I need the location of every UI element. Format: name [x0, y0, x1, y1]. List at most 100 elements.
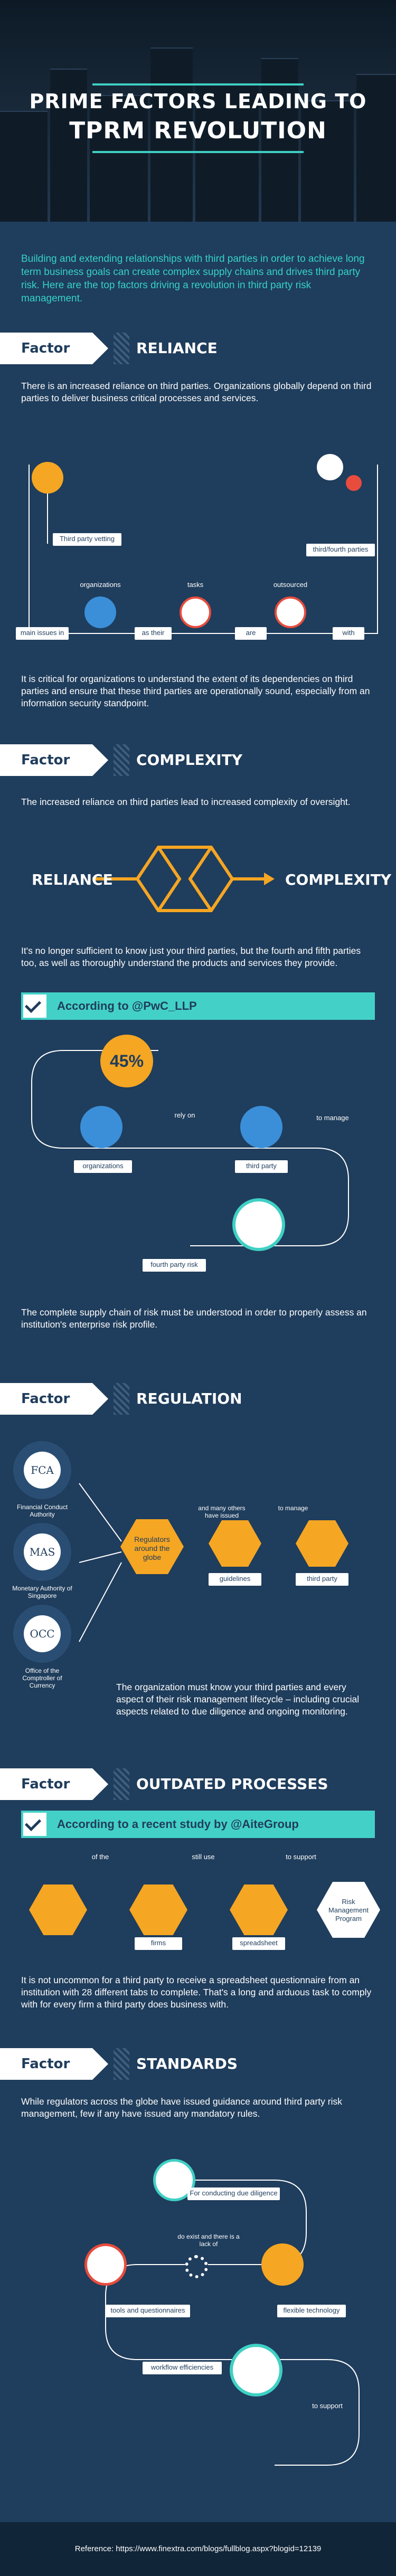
network-icon [296, 1520, 348, 1567]
fourth-party-risk-label: fourth party risk [143, 1259, 206, 1272]
factor3-tag: Factor #3 [0, 1383, 108, 1438]
flexible-label: flexible technology [277, 2305, 346, 2317]
clipboard-icon [180, 596, 211, 628]
skyline-building [0, 111, 48, 222]
tools-label: tools and questionnaires [106, 2305, 190, 2317]
factor5-tag: Factor #5 [0, 2048, 108, 2104]
organizations-label: organizations [74, 1160, 132, 1173]
factor-stripes [114, 744, 129, 776]
workflow-monitor-icon [230, 2344, 282, 2397]
organizations-label: organizations [80, 581, 121, 589]
hub-label: Regulators around the globe [134, 1535, 170, 1561]
firms-label: firms [135, 1937, 182, 1950]
as-their-label: as their [135, 627, 172, 640]
skyline-building [301, 100, 354, 222]
intro-text: Building and extending relationships wit… [21, 253, 365, 304]
factor1-para2: It is critical for organizations to unde… [21, 674, 370, 708]
of-the-label: of the [91, 1853, 109, 1861]
security-monitor-icon [232, 1198, 285, 1251]
occ-badge: OCC [13, 1605, 71, 1663]
fca-name: Financial Conduct Authority [16, 1503, 68, 1518]
hero-title-line2: TPRM REVOLUTION [69, 117, 327, 144]
workflow-label: workflow efficiencies [143, 2362, 222, 2374]
standards-diagram: For conducting due diligence tools and q… [0, 2138, 396, 2507]
pwc-percent: 45% [100, 1035, 153, 1087]
pwc-diagram: 45% rely on to manage organizations thir… [0, 1035, 396, 1336]
factor2-tag: Factor #2 [0, 744, 108, 800]
fca-logo: FCA [24, 1452, 61, 1489]
factor-stripes [114, 333, 129, 364]
skyline-building [90, 95, 148, 222]
factor1-title: RELIANCE [136, 339, 218, 357]
skyline-building [356, 74, 396, 222]
to-manage-label: to manage [278, 1504, 308, 1512]
hero-title-line1: PRIME FACTORS LEADING TO [29, 90, 367, 113]
warning-icon [346, 475, 362, 491]
checkbox-icon [23, 1813, 46, 1836]
aite-quote-text: According to a recent study by @AiteGrou… [57, 1817, 299, 1831]
third-party-icon [240, 1106, 282, 1148]
with-label: with [333, 627, 364, 640]
complexity-word: COMPLEXITY [285, 871, 392, 888]
skyline-building [50, 69, 87, 222]
reliance-word: RELIANCE [32, 871, 113, 888]
to-support-label: to support [286, 1853, 316, 1861]
still-use-label: still use [192, 1853, 215, 1861]
skyline-building [195, 84, 259, 222]
factor4-header: Factor #4 OUTDATED PROCESSES [0, 1768, 396, 1824]
guidelines-label: guidelines [209, 1573, 261, 1586]
factor-stripes [114, 1768, 129, 1800]
pie-icon [29, 1884, 87, 1935]
regulation-lines [79, 1483, 122, 1642]
lightbulb-icon [261, 2243, 304, 2286]
factor4-para: It is not uncommon for a third party to … [21, 1975, 372, 2010]
tasks-label: tasks [187, 581, 204, 589]
reliance-diagram: Third party vetting third/fourth parties… [0, 443, 396, 655]
mas-name: Monetary Authority of Singapore [12, 1585, 72, 1599]
title-rule-top [92, 83, 304, 86]
title-rule-bottom [92, 151, 304, 153]
mas-badge: MAS [13, 1523, 71, 1581]
factor1-para1: There is an increased reliance on third … [21, 381, 372, 403]
third-party-label: third party [296, 1573, 348, 1586]
factor3-para: The organization must know your third pa… [116, 1682, 360, 1717]
rmp-badge: Risk Management Program [317, 1882, 380, 1938]
main-issues-label: main issues in [16, 627, 69, 640]
to-support-label: to support [312, 2402, 343, 2410]
people-icon [317, 454, 343, 480]
and-many-label: and many others have issued [198, 1504, 246, 1519]
factor2-title: COMPLEXITY [136, 751, 243, 769]
pwc-quote-bar: According to @PwC_LLP [21, 992, 375, 1020]
fca-badge: FCA [13, 1441, 71, 1499]
rocket-icon [275, 596, 306, 628]
occ-logo: OCC [24, 1615, 61, 1652]
skyline-building [150, 48, 193, 222]
gear-icon [185, 2255, 208, 2278]
rmp-label: Risk Management Program [328, 1898, 369, 1922]
mas-logo: MAS [24, 1533, 61, 1570]
factor-stripes [114, 2048, 129, 2080]
third-fourth-label: third/fourth parties [306, 544, 375, 556]
factor5-title: STANDARDS [136, 2055, 238, 2072]
reference-footer: Reference: https://www.finextra.com/blog… [0, 2522, 396, 2576]
factor4-tag: Factor #4 [0, 1768, 108, 1824]
organizations-icon [80, 1106, 122, 1148]
factor1-header: Factor #1 RELIANCE [0, 333, 396, 388]
spreadsheet-icon [230, 1884, 288, 1935]
to-manage-label: to manage [316, 1114, 349, 1122]
factor1-tag: Factor #1 [0, 333, 108, 388]
complexity-arrows [92, 846, 275, 912]
hero-banner: PRIME FACTORS LEADING TO TPRM REVOLUTION [0, 0, 396, 222]
vetting-icon [32, 462, 63, 494]
outsourced-label: outsourced [273, 581, 308, 589]
pwc-path-lines [31, 1050, 349, 1246]
factor2-para1: The increased reliance on third parties … [21, 797, 351, 807]
due-diligence-label: For conducting due diligence [187, 2187, 280, 2200]
factor2-header: Factor #2 COMPLEXITY [0, 744, 396, 800]
building-icon [84, 596, 116, 628]
pwc-quote-text: According to @PwC_LLP [57, 999, 197, 1012]
factor5-header: Factor #5 STANDARDS [0, 2048, 396, 2104]
factor3-header: Factor #3 REGULATION [0, 1383, 396, 1438]
factor3-title: REGULATION [136, 1390, 242, 1407]
firms-icon [129, 1884, 187, 1935]
